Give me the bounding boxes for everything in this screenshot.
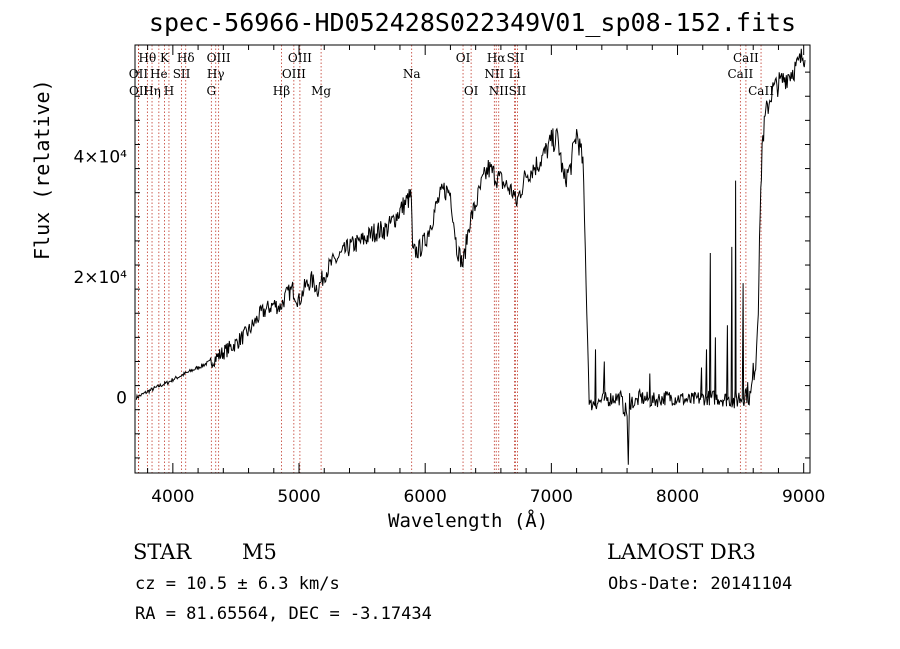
spectral-line-label: Hδ (177, 51, 195, 65)
x-tick-label: 5000 (277, 487, 320, 507)
spectral-line-label: NII (489, 84, 509, 98)
survey-label: LAMOST DR3 (607, 540, 756, 564)
spectral-line-label: Hγ (207, 67, 225, 81)
spectral-line-label: G (207, 84, 217, 98)
obs-date: Obs-Date: 20141104 (608, 574, 793, 594)
spectral-line-label: CaII (748, 84, 774, 98)
spectral-line-label: SII (509, 84, 527, 98)
spectral-line-label: Na (403, 67, 421, 81)
spectral-line-label: Hβ (273, 84, 290, 98)
spectral-line-label: Hη (143, 84, 161, 98)
spectral-line-markers (138, 45, 762, 473)
spectral-line-label: CaII (727, 67, 753, 81)
spectral-line-label: OII (129, 84, 149, 98)
spectral-line-label: OII (129, 67, 149, 81)
axis-tick-labels: 4000 5000 6000 7000 8000 9000 0 2×10⁴ 4×10⁴ (73, 148, 825, 507)
spectral-line-label: OI (456, 51, 471, 65)
x-axis-label: Wavelength (Å) (388, 510, 549, 532)
x-tick-label: 9000 (782, 487, 825, 507)
spectral-line-label: OIII (282, 67, 306, 81)
spectral-line-label: SII (507, 51, 525, 65)
chart-title: spec-56966-HD052428S022349V01_sp08-152.f… (148, 8, 797, 37)
spectral-line-label: SII (173, 67, 191, 81)
axis-ticks (135, 45, 810, 473)
y-tick-label: 2×10⁴ (73, 268, 127, 288)
plot-frame (134, 44, 811, 474)
y-axis-label: Flux (relative) (30, 79, 54, 260)
spectral-line-label: OI (464, 84, 479, 98)
spectral-line-label: CaII (733, 51, 759, 65)
object-class: STAR (133, 540, 192, 564)
x-tick-label: 7000 (530, 487, 573, 507)
spectral-line-label: Hθ (139, 51, 157, 65)
y-tick-label: 4×10⁴ (73, 148, 127, 168)
spectral-line-label: OIII (288, 51, 312, 65)
spectral-line-label: K (160, 51, 170, 65)
spectrum-line (135, 48, 806, 465)
spectral-line-label: OIII (207, 51, 231, 65)
object-subclass: M5 (242, 540, 277, 564)
coords-text: RA = 81.65564, DEC = -3.17434 (135, 604, 432, 624)
redshift-text: cz = 10.5 ± 6.3 km/s (135, 574, 340, 594)
spectral-line-label: Li (509, 67, 521, 81)
spectral-line-labels: Hθ OII OII K He Hη Hδ SII H OIII Hγ G OIII OIII Hβ Mg Na… (129, 51, 774, 98)
x-tick-label: 8000 (656, 487, 699, 507)
y-tick-label: 0 (116, 389, 127, 409)
spectral-line-label: Hα (487, 51, 506, 65)
spectral-line-label: H (164, 84, 174, 98)
x-tick-label: 6000 (404, 487, 447, 507)
x-tick-label: 4000 (151, 487, 194, 507)
spectral-line-label: He (150, 67, 168, 81)
spectral-line-label: NII (484, 67, 504, 81)
spectral-line-label: Mg (311, 84, 331, 98)
